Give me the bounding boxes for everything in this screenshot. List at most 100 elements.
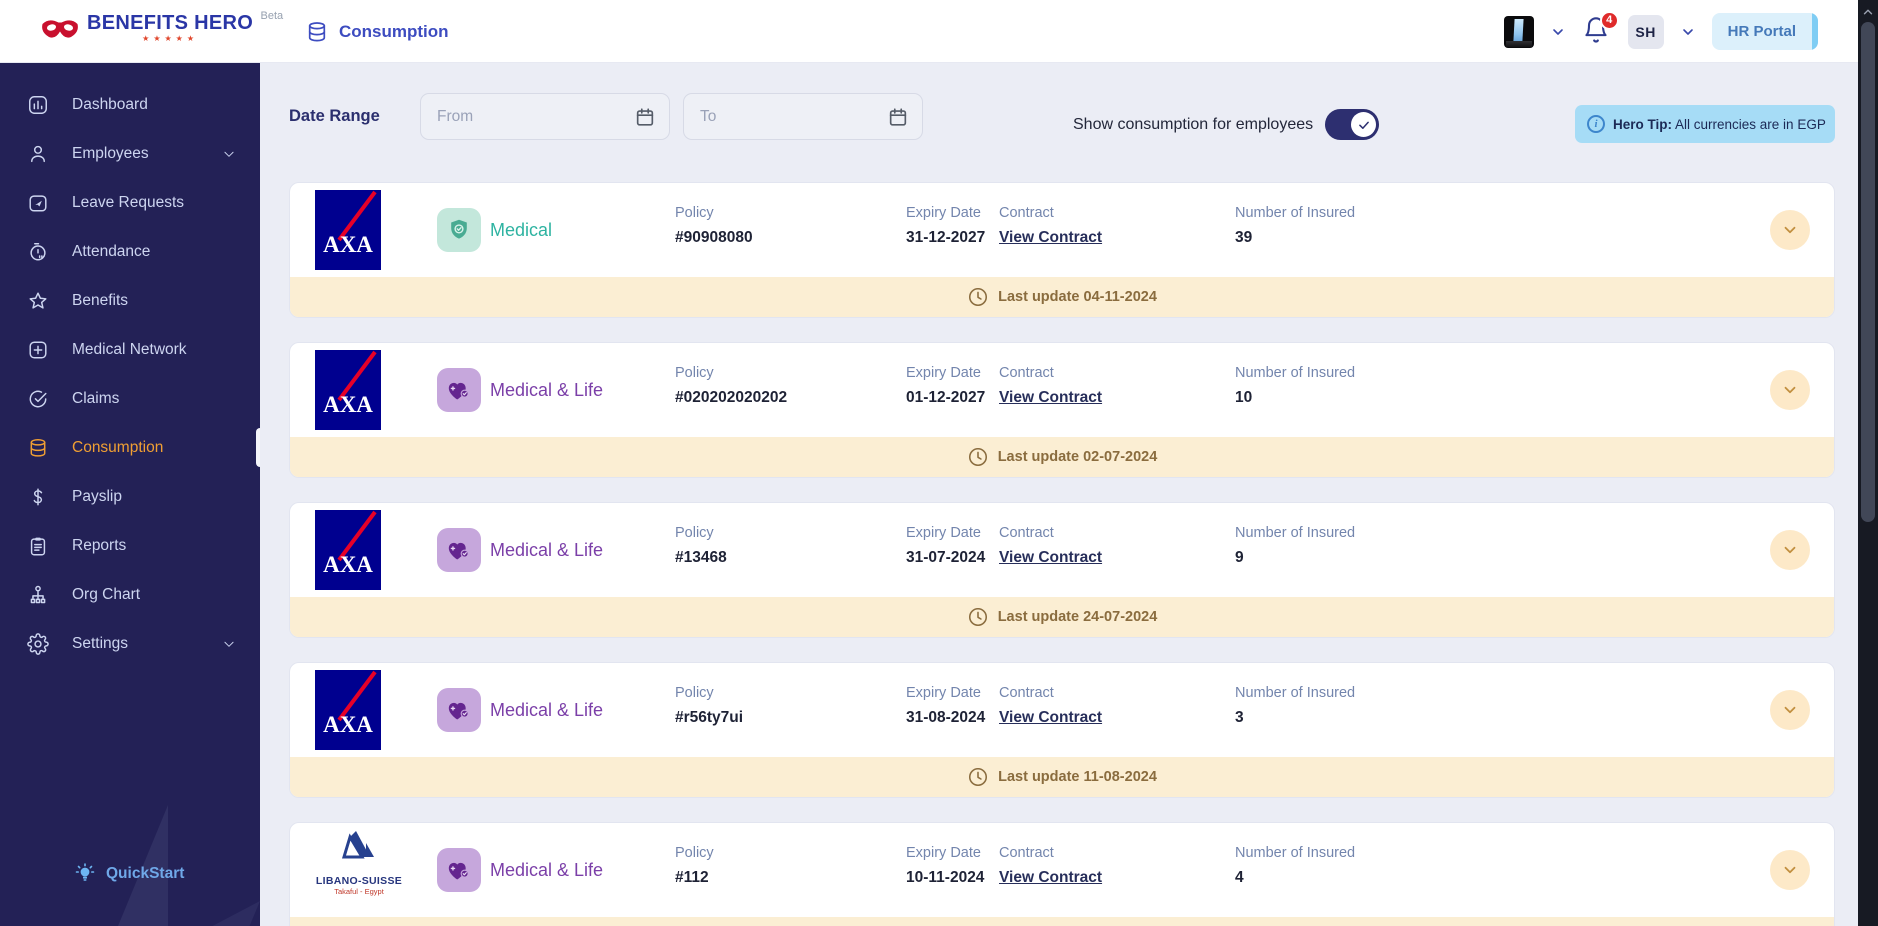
claims-icon bbox=[27, 388, 49, 410]
sidebar-item-claims[interactable]: Claims bbox=[0, 374, 260, 423]
medical-life-badge bbox=[437, 848, 481, 892]
axa-logo: AXA bbox=[315, 190, 381, 270]
expand-card-button[interactable] bbox=[1770, 530, 1810, 570]
quickstart-button[interactable]: QuickStart bbox=[73, 862, 184, 886]
database-icon bbox=[308, 21, 326, 41]
last-update-bar bbox=[290, 917, 1834, 926]
sidebar-item-leave-requests[interactable]: Leave Requests bbox=[0, 178, 260, 227]
scrollbar-thumb[interactable] bbox=[1861, 22, 1875, 522]
view-contract-link[interactable]: View Contract bbox=[999, 229, 1103, 246]
date-to-field[interactable] bbox=[683, 93, 923, 140]
shield-check-icon bbox=[451, 219, 467, 239]
calendar-icon[interactable] bbox=[887, 106, 909, 128]
hearts-icon bbox=[448, 542, 469, 559]
hr-portal-button[interactable]: HR Portal bbox=[1711, 13, 1818, 50]
svg-text:AXA: AXA bbox=[323, 712, 373, 737]
plan-type-label: Medical & Life bbox=[490, 379, 604, 400]
main-content: Date Range Show consumption for employee… bbox=[260, 63, 1858, 926]
view-contract-link[interactable]: View Contract bbox=[999, 549, 1103, 566]
app-logo[interactable]: BENEFITS HERO ★★★★★ Beta bbox=[40, 8, 283, 43]
notification-count-badge: 4 bbox=[1599, 10, 1619, 30]
policy-label: Policy bbox=[675, 205, 714, 221]
brand-name: BENEFITS HERO bbox=[87, 12, 254, 34]
view-contract-link[interactable]: View Contract bbox=[999, 869, 1103, 886]
last-update-bar: Last update 24-07-2024 bbox=[290, 597, 1834, 637]
notifications-button[interactable]: 4 bbox=[1582, 10, 1619, 49]
last-update-text: Last update 11-08-2024 bbox=[998, 769, 1157, 785]
policy-number: #112 bbox=[675, 869, 709, 886]
expiry-date: 31-08-2024 bbox=[906, 709, 986, 726]
reports-icon bbox=[27, 535, 49, 557]
expiry-label: Expiry Date bbox=[906, 845, 981, 861]
sidebar-item-org-chart[interactable]: Org Chart bbox=[0, 570, 260, 619]
employees-icon bbox=[27, 143, 49, 165]
policy-label: Policy bbox=[675, 365, 714, 381]
user-menu-chevron-down-icon[interactable] bbox=[1680, 24, 1696, 40]
calendar-icon[interactable] bbox=[634, 106, 656, 128]
sidebar-item-employees[interactable]: Employees bbox=[0, 129, 260, 178]
svg-text:AXA: AXA bbox=[323, 232, 373, 257]
insured-count: 10 bbox=[1235, 389, 1253, 406]
toggle-knob bbox=[1351, 112, 1377, 137]
show-consumption-toggle[interactable] bbox=[1325, 109, 1380, 140]
sidebar: Dashboard Employees Leave Requests Atten… bbox=[0, 63, 260, 926]
medical-life-badge bbox=[437, 528, 481, 572]
policy-number: #90908080 bbox=[675, 229, 753, 246]
scroll-up-icon[interactable] bbox=[1861, 5, 1875, 17]
contract-label: Contract bbox=[999, 525, 1054, 541]
expand-card-button[interactable] bbox=[1770, 850, 1810, 890]
plan-type-label: Medical bbox=[490, 219, 553, 240]
chevron-down-icon bbox=[222, 637, 236, 651]
sidebar-item-attendance[interactable]: Attendance bbox=[0, 227, 260, 276]
last-update-bar: Last update 11-08-2024 bbox=[290, 757, 1834, 797]
medical-life-badge bbox=[437, 688, 481, 732]
insured-count: 39 bbox=[1235, 229, 1253, 246]
plan-type-label: Medical & Life bbox=[490, 539, 604, 560]
avatar-chevron-down-icon[interactable] bbox=[1550, 24, 1566, 40]
sidebar-item-reports[interactable]: Reports bbox=[0, 521, 260, 570]
insured-count: 9 bbox=[1235, 549, 1244, 566]
sidebar-item-consumption[interactable]: Consumption bbox=[0, 423, 260, 472]
user-avatar[interactable] bbox=[1503, 15, 1534, 48]
date-to-input[interactable] bbox=[700, 94, 870, 139]
policy-label: Policy bbox=[675, 685, 714, 701]
sidebar-item-medical-network[interactable]: Medical Network bbox=[0, 325, 260, 374]
insured-label: Number of Insured bbox=[1235, 205, 1356, 221]
view-contract-link[interactable]: View Contract bbox=[999, 709, 1103, 726]
policy-label: Policy bbox=[675, 845, 714, 861]
date-from-input[interactable] bbox=[437, 94, 607, 139]
date-range-label: Date Range bbox=[289, 107, 380, 125]
top-header: BENEFITS HERO ★★★★★ Beta Consumption bbox=[0, 0, 1858, 63]
insured-count: 4 bbox=[1235, 869, 1244, 886]
contract-label: Contract bbox=[999, 845, 1054, 861]
sidebar-item-dashboard[interactable]: Dashboard bbox=[0, 80, 260, 129]
sidebar-item-payslip[interactable]: Payslip bbox=[0, 472, 260, 521]
axa-logo: AXA bbox=[315, 510, 381, 590]
contract-label: Contract bbox=[999, 685, 1054, 701]
sidebar-item-settings[interactable]: Settings bbox=[0, 619, 260, 668]
expiry-date: 10-11-2024 bbox=[906, 869, 985, 886]
view-contract-link[interactable]: View Contract bbox=[999, 389, 1103, 406]
expand-card-button[interactable] bbox=[1770, 210, 1810, 250]
policy-card: AXA Medical & Life Policy #020202020202 E… bbox=[289, 342, 1835, 478]
last-update-text: Last update 04-11-2024 bbox=[998, 289, 1157, 305]
expand-card-button[interactable] bbox=[1770, 690, 1810, 730]
toggle-label: Show consumption for employees bbox=[1073, 115, 1314, 133]
plan-type-label: Medical & Life bbox=[490, 699, 604, 720]
sidebar-watermark bbox=[168, 901, 260, 926]
date-from-field[interactable] bbox=[420, 93, 670, 140]
sidebar-item-benefits[interactable]: Benefits bbox=[0, 276, 260, 325]
benefits-icon bbox=[27, 290, 49, 312]
policy-card-list: AXA Medical Policy #90908080 Expiry Date 3… bbox=[289, 182, 1835, 926]
policy-card: AXA Medical & Life Policy #13468 Expiry D… bbox=[289, 502, 1835, 638]
page-scrollbar[interactable] bbox=[1858, 0, 1878, 926]
policy-card: AXA Medical Policy #90908080 Expiry Date 3… bbox=[289, 182, 1835, 318]
plan-type-label: Medical & Life bbox=[490, 859, 604, 880]
info-icon: i bbox=[1587, 115, 1605, 133]
hearts-icon bbox=[448, 382, 469, 399]
user-initials[interactable]: SH bbox=[1627, 14, 1664, 49]
expiry-label: Expiry Date bbox=[906, 365, 981, 381]
clock-icon bbox=[967, 446, 989, 468]
expand-card-button[interactable] bbox=[1770, 370, 1810, 410]
